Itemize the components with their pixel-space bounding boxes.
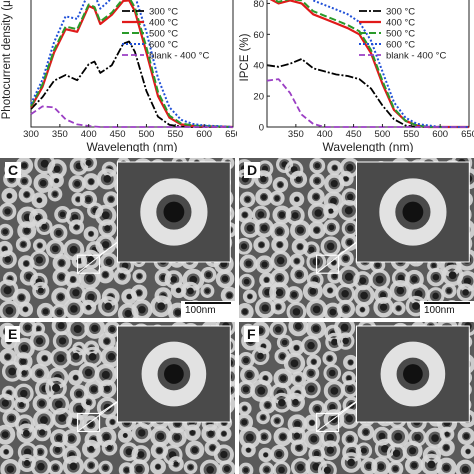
- ipce-y-tick-label-3: 60: [253, 30, 264, 41]
- photocurrent-x-tick-label-3: 450: [110, 129, 126, 140]
- scale-label-d: 100nm: [424, 305, 455, 316]
- sem-panel-e: E: [0, 322, 235, 474]
- photocurrent-series-line-0: [30, 40, 233, 128]
- photocurrent-y-axis-label: Photocurrent density (μA/c: [1, 0, 13, 119]
- ipce-series-line-3: [311, 0, 469, 128]
- photocurrent-legend-label-2: 500 °C: [149, 29, 178, 40]
- photocurrent-chart: 300 350 400 450 500 550 600 650 Wavelength (nm) P…: [1, 0, 237, 152]
- ipce-x-tick-label-5: 600: [432, 129, 448, 140]
- scale-bar-d: 100nm: [420, 301, 474, 318]
- ipce-y-tick-label-2: 40: [253, 61, 264, 72]
- sem-image-f: [239, 322, 474, 474]
- photocurrent-series-line-4: [30, 105, 233, 128]
- ipce-y-tick-label-1: 20: [253, 92, 264, 103]
- sem-panel-d: D 100nm: [239, 158, 474, 318]
- ipce-y-axis-label: IPCE (%): [239, 33, 251, 81]
- photocurrent-x-tick-label-5: 550: [167, 129, 183, 140]
- sem-image-e: [0, 322, 235, 474]
- ipce-legend-label-1: 400 °C: [386, 18, 415, 29]
- photocurrent-x-tick-label-7: 650: [225, 129, 237, 140]
- panel-letter-c: C: [5, 162, 22, 178]
- ipce-x-axis-label: Wavelength (nm): [323, 140, 414, 152]
- photocurrent-series-line-1: [30, 0, 234, 129]
- ipce-legend-label-3: 600 °C: [386, 40, 415, 51]
- panel-letter-f: F: [244, 326, 259, 342]
- panel-letter-d: D: [244, 162, 261, 178]
- ipce-plot-frame: [266, 0, 470, 128]
- ipce-chart: 350 400 450 500 550 600 650 0 20 40 60 80 Wavelength…: [239, 0, 474, 152]
- ipce-x-tick-label-0: 350: [288, 129, 304, 140]
- photocurrent-x-tick-label-4: 500: [138, 129, 154, 140]
- ipce-series-line-0: [266, 58, 469, 128]
- sem-panel-f: F: [239, 322, 474, 474]
- ipce-x-tick-label-3: 500: [374, 129, 390, 140]
- ipce-x-tick-label-4: 550: [403, 129, 419, 140]
- photocurrent-x-tick-label-6: 600: [196, 129, 212, 140]
- sem-image-d: [239, 158, 474, 318]
- ipce-y-tick-label-0: 0: [259, 123, 264, 134]
- ipce-x-tick-label-1: 400: [317, 129, 333, 140]
- ipce-series-line-4: [266, 78, 469, 128]
- photocurrent-series-line-3: [30, 0, 234, 128]
- ipce-x-tick-label-2: 450: [346, 129, 362, 140]
- photocurrent-x-tick-label-2: 400: [81, 129, 97, 140]
- photocurrent-plot-frame: [30, 0, 234, 128]
- sem-panel-c: C 100nm: [0, 158, 235, 318]
- ipce-legend-label-2: 500 °C: [386, 29, 415, 40]
- photocurrent-x-tick-label-1: 350: [52, 129, 68, 140]
- sem-image-c: [0, 158, 235, 318]
- ipce-x-tick-label-6: 650: [461, 129, 474, 140]
- photocurrent-x-tick-label-0: 300: [23, 129, 39, 140]
- ipce-legend-label-0: 300 °C: [386, 7, 415, 18]
- photocurrent-legend-label-3: 600 °C: [149, 40, 178, 51]
- photocurrent-series-line-2: [30, 0, 234, 128]
- ipce-legend-label-4: blank - 400 °C: [386, 51, 446, 62]
- photocurrent-legend-label-1: 400 °C: [149, 18, 178, 29]
- photocurrent-legend-label-0: 300 °C: [149, 7, 178, 18]
- panel-letter-e: E: [5, 326, 21, 342]
- scale-bar-c: 100nm: [181, 301, 235, 318]
- ipce-y-tick-label-4: 80: [253, 0, 264, 10]
- scale-label-c: 100nm: [185, 305, 216, 316]
- photocurrent-legend-label-4: blank - 400 °C: [149, 51, 209, 62]
- ipce-series-line-2: [272, 0, 469, 128]
- photocurrent-x-axis-label: Wavelength (nm): [87, 140, 178, 152]
